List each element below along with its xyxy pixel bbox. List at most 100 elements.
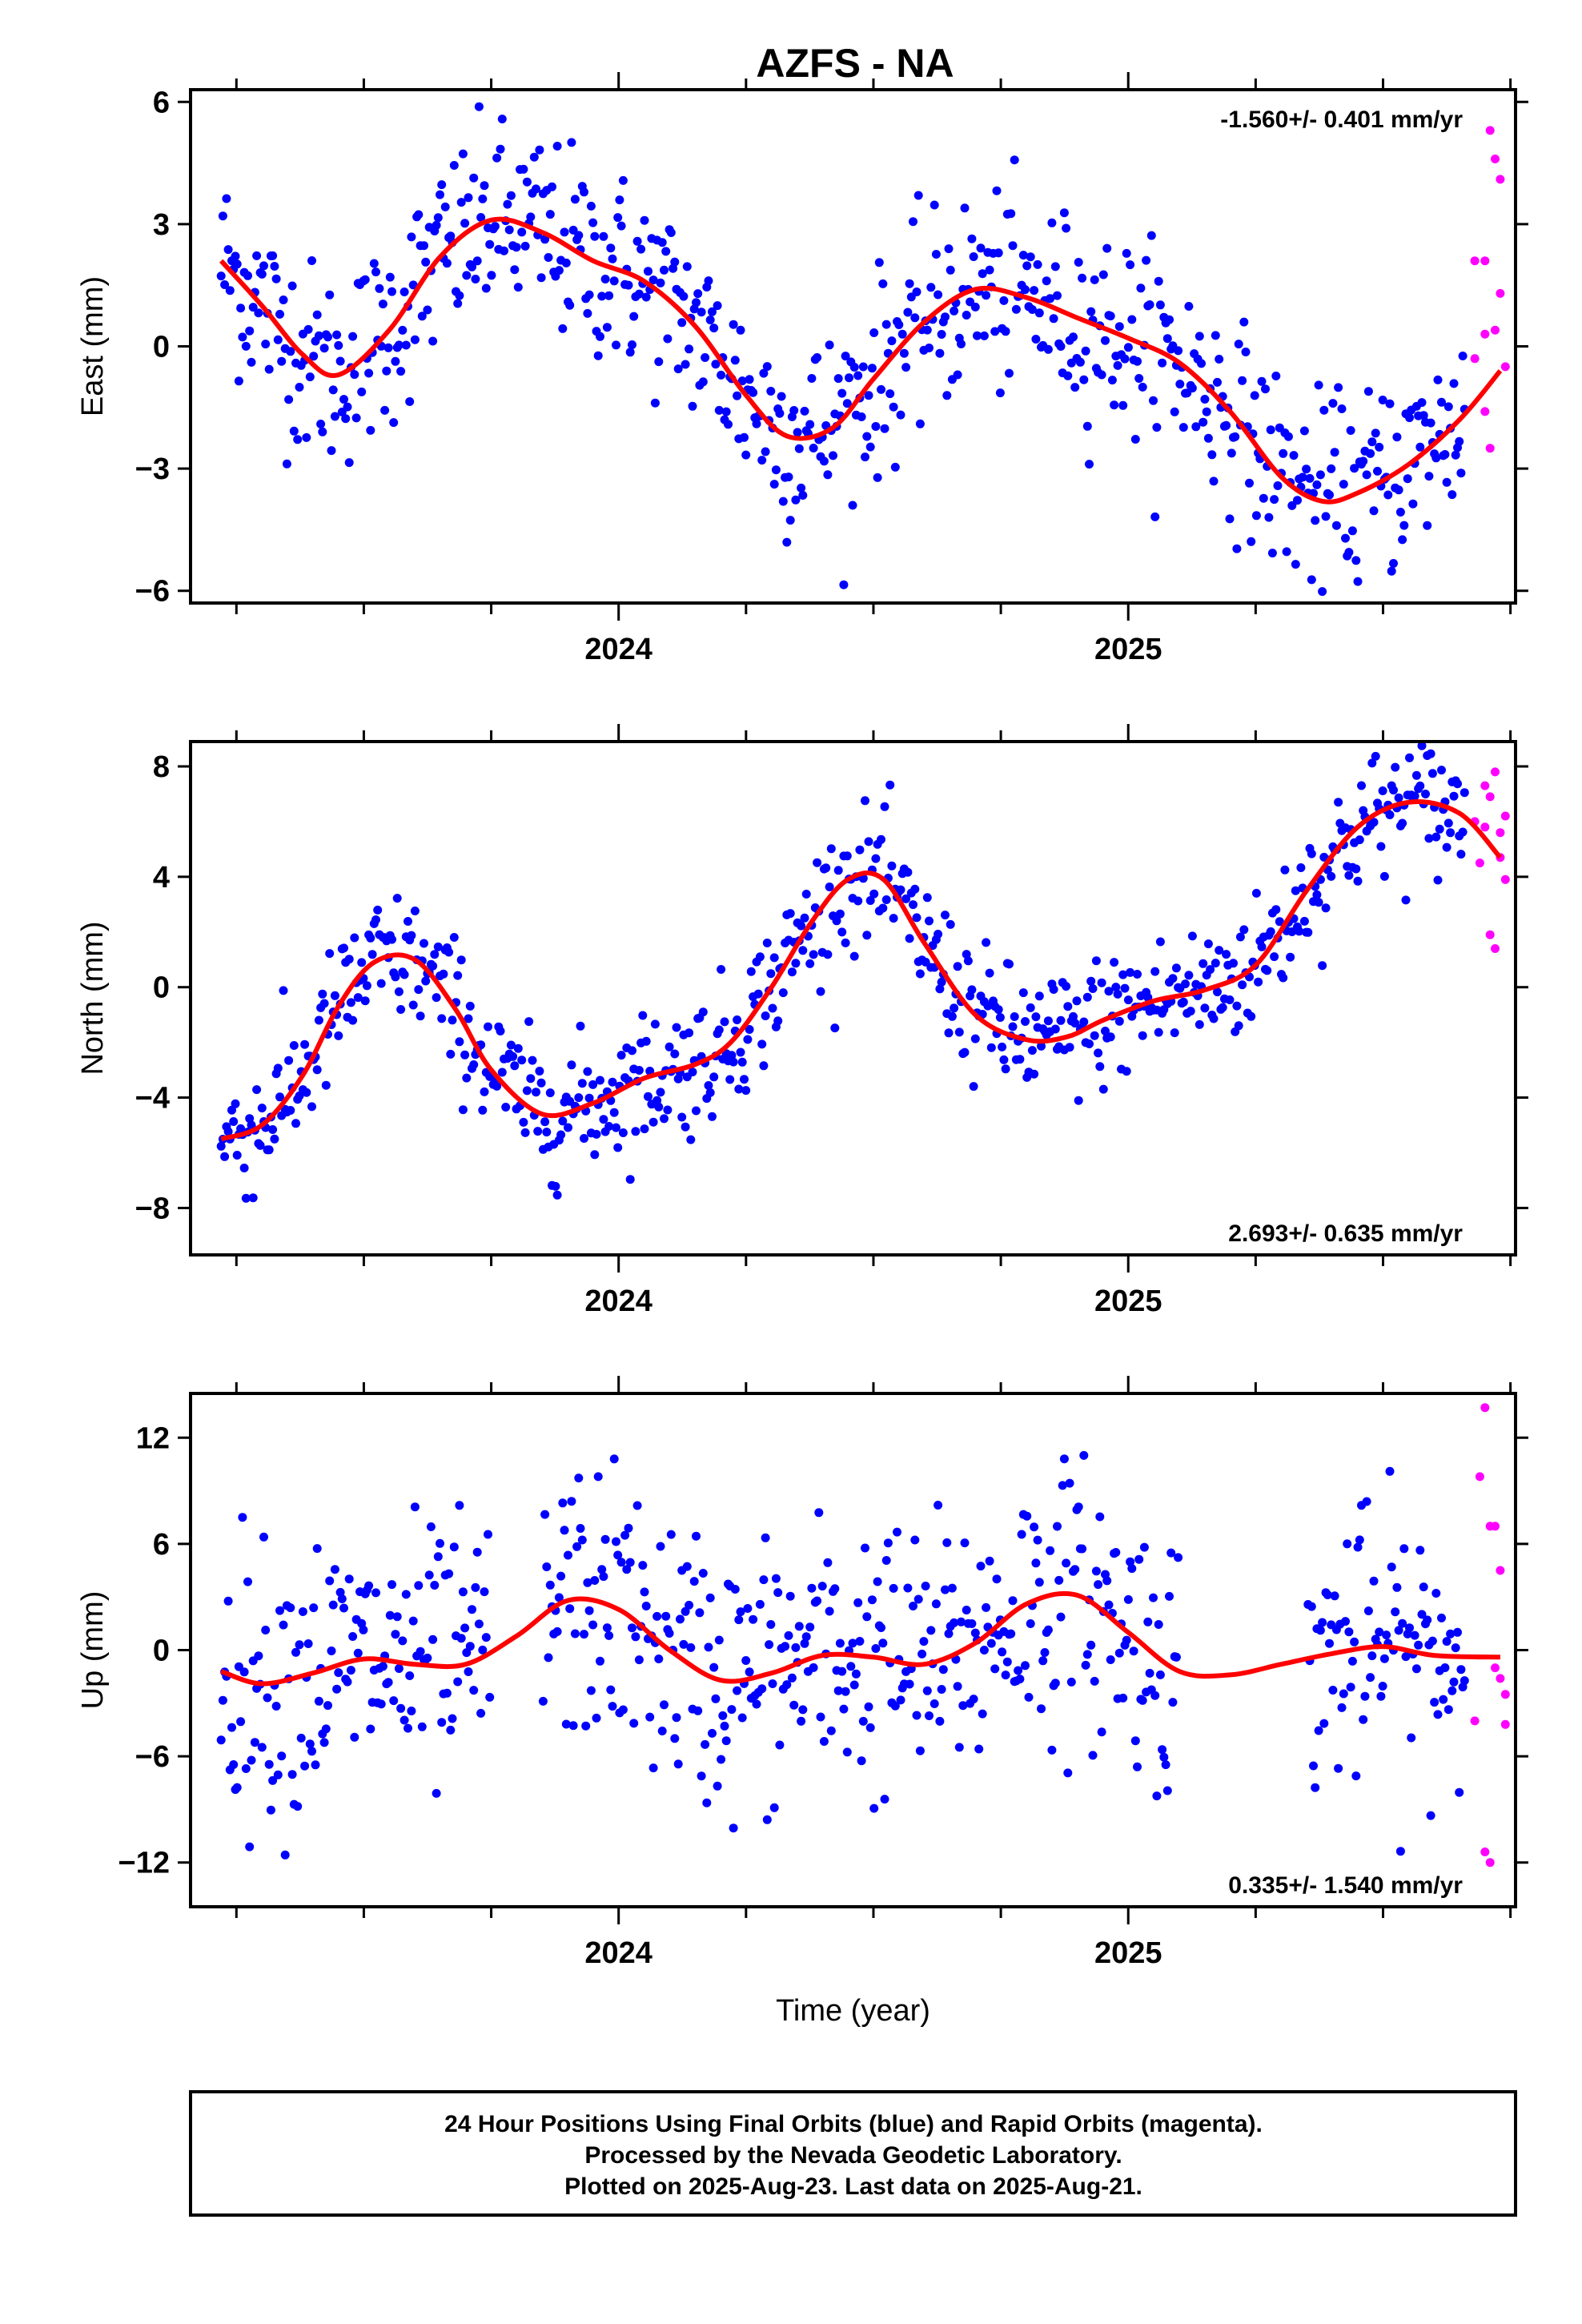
final-point [271,1702,281,1711]
final-point [1353,577,1363,586]
final-point [1367,1651,1377,1661]
final-point [650,1019,660,1029]
final-point [1379,1654,1389,1663]
final-point [1030,1069,1039,1079]
final-point [666,1530,676,1539]
final-point [970,1628,980,1638]
final-point [1118,400,1128,410]
final-point [501,1103,511,1112]
final-point [1195,1019,1204,1029]
final-point [645,1712,655,1722]
final-point [1014,1666,1023,1675]
final-point [871,422,881,431]
final-point [704,1642,713,1652]
final-point [270,1134,279,1144]
final-point [1353,1542,1363,1552]
final-point [574,1474,584,1483]
final-point [1098,1084,1108,1094]
final-point [474,102,484,111]
final-point [1159,1752,1169,1762]
final-point [713,1781,722,1791]
final-point [1158,1745,1167,1755]
final-point [1411,770,1421,780]
final-point [768,1003,777,1013]
final-point [353,1648,363,1658]
final-point [1398,818,1407,828]
rapid-point [1475,858,1484,868]
final-point [692,298,701,308]
final-point [1247,1011,1256,1021]
final-point [620,1530,630,1540]
final-point [672,1713,681,1723]
final-point [469,1060,479,1069]
final-point [634,289,644,299]
final-point [476,213,486,222]
final-point [709,1663,719,1672]
final-point [1323,1590,1332,1599]
final-point [1222,420,1231,430]
final-point [1259,493,1268,503]
final-point [901,894,911,903]
final-point [853,371,863,380]
final-point [672,1023,681,1032]
final-point [685,1600,694,1610]
final-point [1251,888,1261,898]
final-point [1085,1039,1094,1048]
final-point [1155,1670,1165,1679]
final-point [1279,448,1288,458]
final-point [1417,398,1427,408]
final-point [660,265,669,275]
final-point [1027,1046,1037,1055]
final-point [759,1575,769,1585]
rapid-point [1480,256,1490,266]
final-point [558,1498,568,1508]
final-point [1440,1663,1450,1672]
final-point [853,1598,863,1607]
final-point [628,340,636,349]
final-point [1455,1787,1464,1797]
final-point [960,1538,970,1548]
final-point [934,930,943,939]
final-point [222,194,231,203]
final-point [369,259,379,268]
final-point [937,1685,946,1694]
final-point [364,1581,374,1590]
final-point [417,312,427,321]
y-tick-label: −6 [135,1740,170,1774]
final-point [1006,1629,1016,1638]
final-point [357,387,367,396]
final-point [307,1102,316,1112]
final-point [915,419,925,428]
final-point [878,279,888,288]
final-point [339,1603,348,1613]
final-point [428,1634,438,1644]
final-point [552,142,562,151]
final-point [1178,997,1188,1007]
final-point [1008,241,1018,251]
final-point [239,1667,249,1677]
rapid-point [1470,256,1480,266]
final-point [962,311,971,320]
final-point [736,1047,745,1057]
final-point [576,1524,585,1533]
final-point [1347,526,1357,536]
final-point [1090,1676,1099,1686]
y-tick-label: 12 [136,1421,170,1455]
final-point [769,1803,779,1812]
final-point [583,1067,592,1076]
final-point [1263,966,1272,975]
final-point [334,1031,343,1040]
final-point [766,969,776,979]
final-point [1279,973,1288,983]
final-point [695,1608,705,1618]
final-point [701,1739,710,1749]
final-point [432,1788,441,1798]
final-point [1426,418,1435,428]
final-point [593,1472,603,1482]
final-point [778,497,788,506]
final-point [628,1623,636,1633]
final-point [992,1574,1002,1584]
final-point [800,913,809,923]
y-tick-label: 8 [153,750,170,784]
final-point [901,363,911,372]
